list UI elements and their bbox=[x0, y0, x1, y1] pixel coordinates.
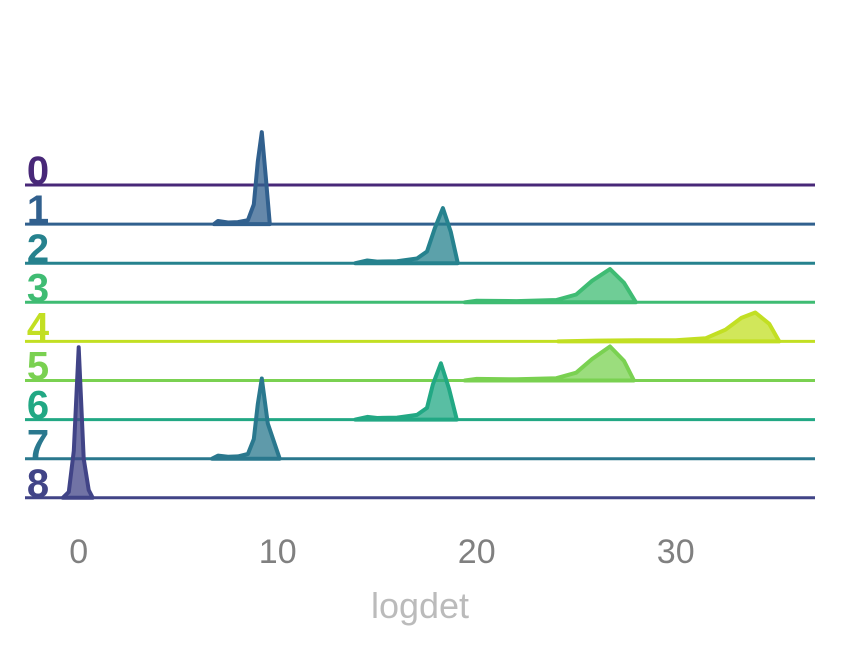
row-label: 8 bbox=[27, 462, 49, 506]
row-label: 6 bbox=[27, 384, 49, 428]
row-label: 3 bbox=[27, 266, 49, 310]
x-tick-label: 20 bbox=[458, 533, 496, 571]
ridge bbox=[556, 310, 782, 344]
x-tick-label: 0 bbox=[69, 533, 88, 571]
row-label: 2 bbox=[27, 227, 49, 271]
ridge bbox=[353, 361, 459, 422]
row-label: 1 bbox=[27, 188, 49, 232]
ridge bbox=[462, 267, 638, 305]
x-axis-label: logdet bbox=[371, 585, 469, 626]
ridge bbox=[353, 206, 460, 266]
row-label: 5 bbox=[27, 345, 49, 389]
ridge bbox=[212, 130, 272, 227]
ridge bbox=[210, 376, 282, 461]
row-label: 4 bbox=[27, 305, 50, 349]
x-tick-label: 10 bbox=[259, 533, 297, 571]
ridge bbox=[60, 345, 95, 500]
row-label: 0 bbox=[27, 149, 49, 193]
row-label: 7 bbox=[27, 423, 49, 467]
x-tick-label: 30 bbox=[657, 533, 695, 571]
ridge bbox=[462, 344, 636, 383]
